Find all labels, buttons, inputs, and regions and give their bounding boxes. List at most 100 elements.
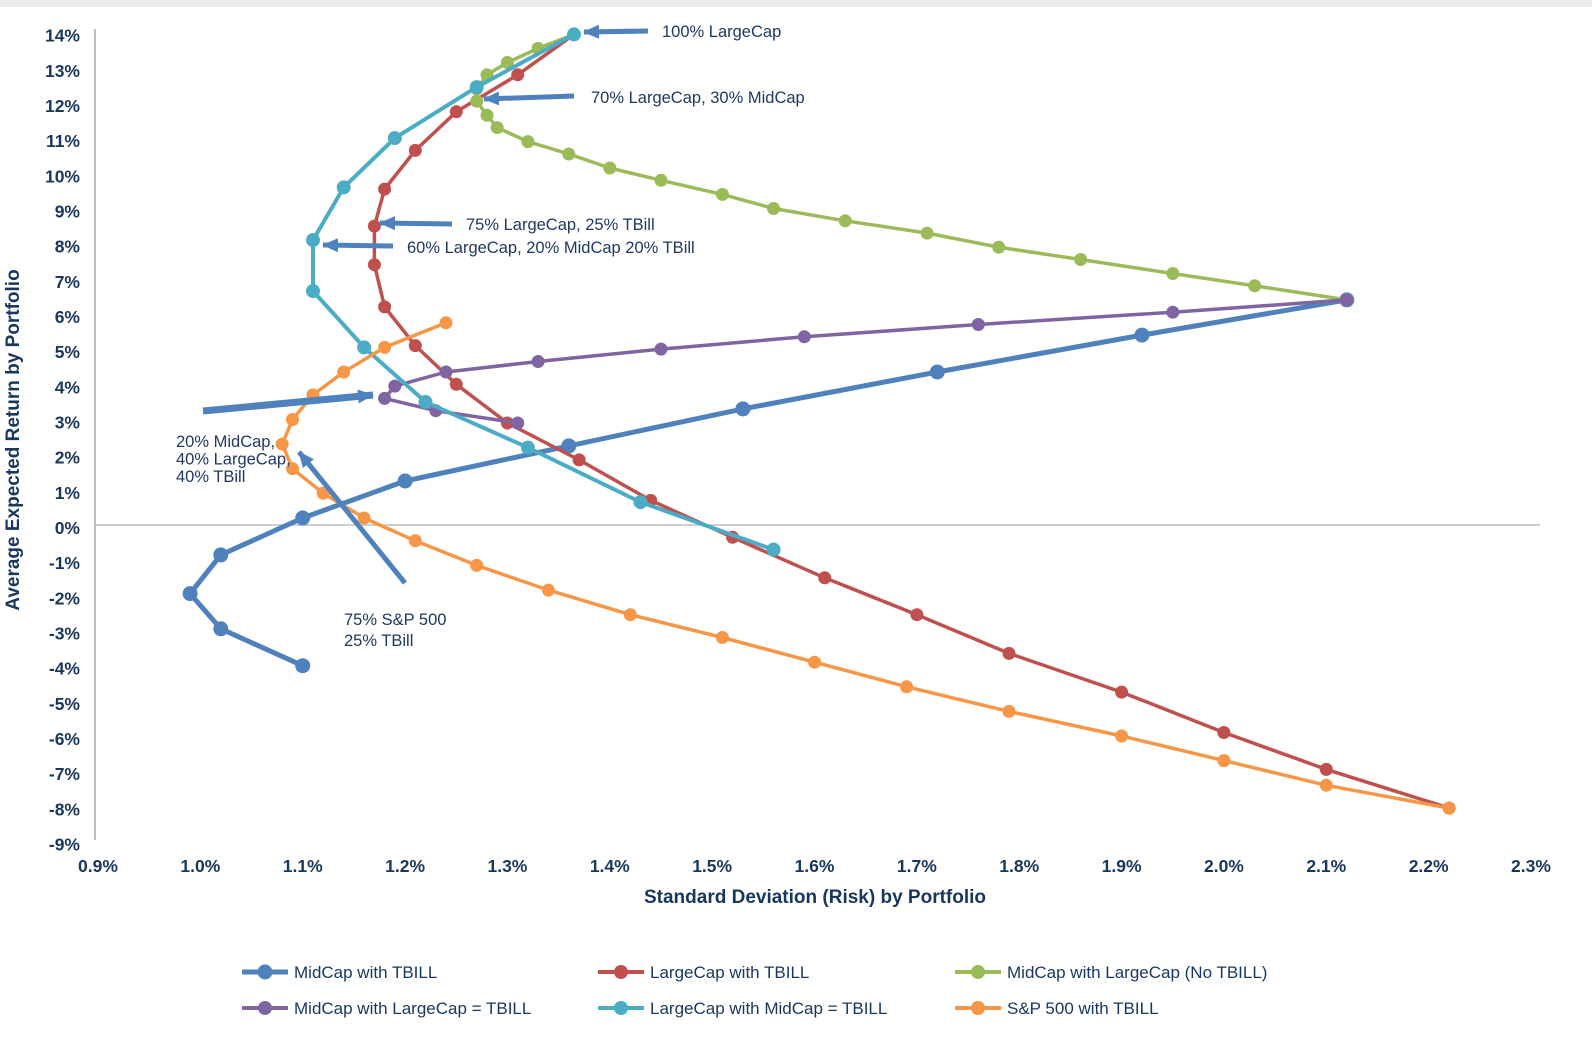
data-point-midcap-with-largecap-no-tbill — [715, 187, 729, 201]
data-point-s-p-500-with-tbill — [1217, 754, 1231, 768]
x-tick-label: 1.3% — [487, 856, 527, 876]
y-tick-label: -4% — [49, 659, 81, 679]
annotation-75-sp500-25-tbill: 75% S&P 500 25% TBill — [297, 450, 446, 650]
y-tick-label: -8% — [49, 799, 81, 819]
y-tick-label: -2% — [49, 588, 81, 608]
series-s-p-500-with-tbill — [275, 316, 1456, 815]
legend-label: S&P 500 with TBILL — [1007, 999, 1159, 1018]
annotation-20-40-40-arrow — [202, 389, 374, 415]
data-point-s-p-500-with-tbill — [1002, 704, 1016, 718]
data-point-largecap-with-tbill — [408, 339, 422, 353]
data-point-s-p-500-with-tbill — [408, 534, 422, 548]
series-largecap-with-midcap-tbill — [306, 27, 781, 557]
y-tick-label: -9% — [49, 835, 81, 855]
data-point-s-p-500-with-tbill — [1319, 778, 1333, 792]
data-point-largecap-with-midcap-tbill — [766, 542, 781, 557]
data-point-midcap-with-tbill — [929, 364, 945, 380]
data-point-largecap-with-midcap-tbill — [469, 80, 484, 95]
data-point-midcap-with-largecap-no-tbill — [1166, 267, 1180, 280]
data-point-largecap-with-midcap-tbill — [306, 284, 320, 299]
data-point-midcap-with-largecap-no-tbill — [767, 202, 781, 215]
x-tick-label: 1.2% — [385, 856, 425, 876]
series-midcap-with-largecap-tbill — [378, 293, 1354, 430]
data-point-midcap-with-tbill — [397, 473, 413, 489]
y-tick-label: 1% — [55, 483, 81, 503]
data-point-midcap-with-largecap-tbill — [531, 355, 545, 368]
y-tick-label: 8% — [55, 237, 81, 257]
data-point-midcap-with-largecap-tbill — [971, 318, 985, 331]
annotation-70-largecap-30-midcap-text: 70% LargeCap, 30% MidCap — [591, 89, 805, 107]
x-tick-label: 1.9% — [1102, 856, 1142, 876]
legend-item-midcap-with-tbill[interactable]: MidCap with TBILL — [242, 963, 437, 982]
data-point-largecap-with-midcap-tbill — [633, 495, 648, 510]
data-point-largecap-with-tbill — [1217, 726, 1231, 739]
legend-item-largecap-with-tbill[interactable]: LargeCap with TBILL — [598, 963, 809, 982]
data-point-midcap-with-largecap-no-tbill — [838, 214, 852, 228]
y-axis-title: Average Expected Return by Portfolio — [3, 269, 24, 610]
data-point-s-p-500-with-tbill — [337, 365, 351, 379]
y-tick-label: 2% — [55, 448, 81, 468]
data-point-midcap-with-largecap-no-tbill — [603, 161, 617, 175]
data-point-midcap-with-tbill — [182, 586, 198, 602]
annotation-100-largecap-text: 100% LargeCap — [662, 23, 781, 41]
x-tick-label: 2.2% — [1409, 856, 1449, 876]
y-tick-label: 7% — [55, 272, 81, 292]
data-point-midcap-with-largecap-tbill — [378, 391, 392, 405]
window-top-strip — [0, 0, 1592, 7]
annotation-100-largecap-arrow — [583, 24, 649, 39]
legend-item-s-p-500-with-tbill[interactable]: S&P 500 with TBILL — [955, 999, 1159, 1018]
data-point-largecap-with-midcap-tbill — [387, 131, 402, 146]
data-point-s-p-500-with-tbill — [541, 583, 555, 597]
annotation-20-40-40: 20% MidCap,40% LargeCap,40% TBill — [176, 389, 374, 486]
x-tick-label: 2.1% — [1306, 856, 1346, 876]
data-point-s-p-500-with-tbill — [357, 511, 371, 525]
y-tick-label: 5% — [55, 342, 81, 362]
data-point-midcap-with-largecap-tbill — [797, 330, 811, 344]
series-midcap-with-tbill — [182, 292, 1355, 674]
annotation-60-20-20-text: 60% LargeCap, 20% MidCap 20% TBill — [407, 239, 695, 257]
data-point-s-p-500-with-tbill — [470, 558, 484, 572]
data-point-midcap-with-tbill — [295, 510, 311, 526]
x-tick-label: 1.7% — [897, 856, 937, 876]
legend-label: MidCap with LargeCap = TBILL — [294, 999, 531, 1018]
data-point-largecap-with-tbill — [408, 143, 422, 157]
data-point-midcap-with-largecap-no-tbill — [470, 94, 484, 108]
legend-item-midcap-with-largecap-no-tbill[interactable]: MidCap with LargeCap (No TBILL) — [955, 963, 1267, 982]
y-tick-label: -5% — [49, 694, 81, 714]
data-point-midcap-with-largecap-tbill — [1166, 305, 1180, 319]
data-point-s-p-500-with-tbill — [316, 486, 330, 500]
data-point-largecap-with-tbill — [572, 453, 586, 467]
annotation-70-largecap-30-midcap-arrow — [483, 91, 575, 106]
y-tick-label: -1% — [49, 553, 81, 573]
data-point-largecap-with-midcap-tbill — [567, 27, 581, 42]
data-point-midcap-with-largecap-no-tbill — [562, 147, 576, 161]
legend-item-midcap-with-largecap-tbill[interactable]: MidCap with LargeCap = TBILL — [242, 999, 531, 1018]
data-point-s-p-500-with-tbill — [808, 655, 821, 669]
legend-item-largecap-with-midcap-tbill[interactable]: LargeCap with MidCap = TBILL — [598, 999, 887, 1018]
data-point-s-p-500-with-tbill — [286, 413, 299, 426]
annotation-75-largecap-25-tbill-arrow — [379, 216, 453, 231]
x-tick-label: 2.0% — [1204, 856, 1244, 876]
data-point-midcap-with-largecap-tbill — [1340, 293, 1354, 307]
data-point-largecap-with-tbill — [378, 300, 392, 314]
data-point-s-p-500-with-tbill — [623, 608, 637, 622]
data-point-midcap-with-largecap-no-tbill — [490, 121, 504, 135]
data-point-s-p-500-with-tbill — [286, 462, 299, 476]
legend-marker-dot — [257, 964, 273, 980]
data-point-midcap-with-largecap-no-tbill — [500, 56, 514, 69]
data-point-largecap-with-tbill — [378, 182, 392, 196]
annotation-20-40-40-text: 40% LargeCap, — [176, 450, 291, 468]
data-point-s-p-500-with-tbill — [1442, 801, 1456, 815]
data-point-s-p-500-with-tbill — [378, 340, 392, 354]
annotation-60-20-20: 60% LargeCap, 20% MidCap 20% TBill — [322, 238, 695, 257]
annotation-100-largecap: 100% LargeCap — [583, 23, 781, 41]
data-point-s-p-500-with-tbill — [1115, 729, 1129, 743]
data-point-midcap-with-largecap-tbill — [439, 365, 453, 379]
y-tick-label: 10% — [45, 166, 80, 186]
annotation-60-20-20-arrow — [322, 238, 394, 253]
data-point-largecap-with-tbill — [449, 105, 463, 119]
y-tick-label: 11% — [46, 131, 80, 151]
x-tick-label: 1.8% — [999, 856, 1039, 876]
data-point-largecap-with-midcap-tbill — [418, 394, 433, 409]
